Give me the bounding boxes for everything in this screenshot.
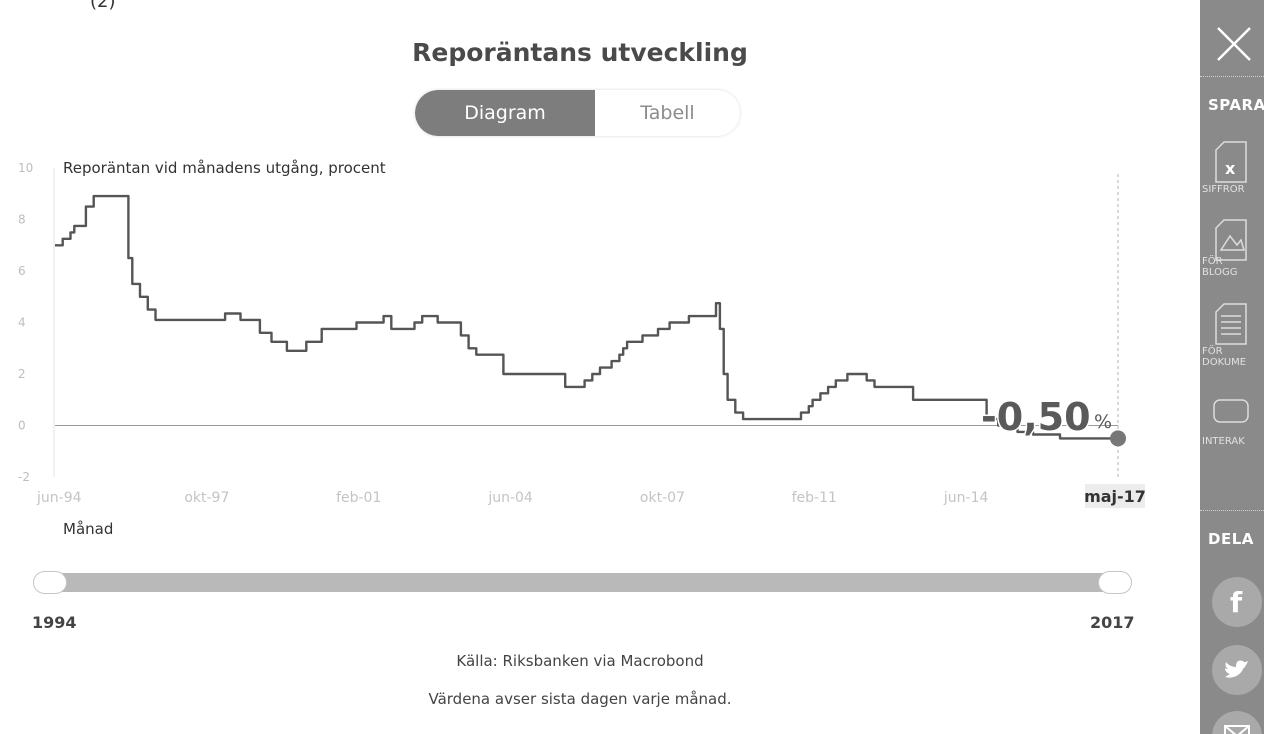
document-image-caption: FÖR DOKUME <box>1202 346 1247 368</box>
email-icon <box>1224 725 1250 734</box>
x-tick-label: jun-14 <box>943 490 989 506</box>
close-icon <box>1217 27 1251 61</box>
interactive-embed-caption: INTERAK <box>1202 436 1245 447</box>
y-tick-label: -2 <box>18 470 30 484</box>
line-chart: 10 8 6 4 2 0 -2 Reporäntan vid månadens utgång,… <box>18 159 1146 538</box>
x-tick-label: okt-97 <box>184 490 229 506</box>
x-tick-label: maj-17 <box>1084 487 1146 506</box>
y-tick-label: 10 <box>18 161 33 175</box>
sidebar-divider <box>1200 510 1264 511</box>
range-end-handle[interactable] <box>1098 571 1132 594</box>
twitter-share-button[interactable] <box>1212 645 1262 695</box>
x-tick-label: feb-01 <box>336 490 381 506</box>
y-tick-label: 0 <box>18 419 26 433</box>
series-line <box>55 194 1118 440</box>
y-tick-label: 2 <box>18 367 26 381</box>
range-end-year: 2017 <box>1090 613 1135 632</box>
excel-icon: x <box>1215 141 1247 183</box>
y-axis-label: Reporäntan vid månadens utgång, procent <box>63 159 386 177</box>
twitter-icon <box>1225 660 1248 678</box>
x-tick-label: okt-07 <box>640 490 685 506</box>
range-start-year: 1994 <box>32 613 77 632</box>
latest-value-marker <box>1110 430 1126 447</box>
svg-text:x: x <box>1225 159 1236 178</box>
current-date-highlight <box>1085 484 1145 508</box>
source-text: Källa: Riksbanken via Macrobond <box>456 652 704 670</box>
share-sidebar: SPARA x SIFFROR FÖR BLOGG FÖR DOKUME INT… <box>1200 0 1264 734</box>
footnote-text: Värdena avser sista dagen varje månad. <box>428 690 732 708</box>
share-label: DELA <box>1208 530 1254 548</box>
x-axis-label: Månad <box>63 520 113 538</box>
top-fragment-text: (2) <box>90 0 116 12</box>
image-icon <box>1215 219 1247 261</box>
interactive-embed-button[interactable]: INTERAK <box>1202 396 1264 466</box>
document-image-button[interactable]: FÖR DOKUME <box>1202 302 1264 372</box>
sidebar-divider <box>1200 76 1264 77</box>
document-icon <box>1215 303 1247 345</box>
blog-image-button[interactable]: FÖR BLOGG <box>1202 218 1264 288</box>
facebook-share-button[interactable]: f <box>1212 577 1262 627</box>
facebook-icon: f <box>1230 586 1243 619</box>
interactive-icon <box>1213 399 1249 423</box>
download-data-caption: SIFFROR <box>1202 184 1245 195</box>
save-label: SPARA <box>1208 96 1264 114</box>
current-value-label: -0,50 <box>981 395 1091 439</box>
current-value-unit: % <box>1094 411 1112 433</box>
y-tick-label: 6 <box>18 264 26 278</box>
range-start-handle[interactable] <box>33 571 67 594</box>
y-tick-label: 4 <box>18 316 26 330</box>
y-tick-label: 8 <box>18 213 26 227</box>
x-tick-label: feb-11 <box>792 490 837 506</box>
close-button[interactable] <box>1214 24 1254 64</box>
x-tick-label: jun-04 <box>487 490 533 506</box>
tab-diagram[interactable]: Diagram <box>415 90 595 136</box>
view-toggle: Diagram Tabell <box>415 90 740 136</box>
chart-title: Reporäntans utveckling <box>412 38 748 67</box>
email-share-button[interactable] <box>1212 711 1262 734</box>
x-tick-label: jun-94 <box>36 490 82 506</box>
range-slider[interactable] <box>33 571 1132 594</box>
tab-tabell[interactable]: Tabell <box>640 102 695 124</box>
download-data-button[interactable]: x SIFFROR <box>1202 140 1264 210</box>
blog-image-caption: FÖR BLOGG <box>1202 256 1238 278</box>
